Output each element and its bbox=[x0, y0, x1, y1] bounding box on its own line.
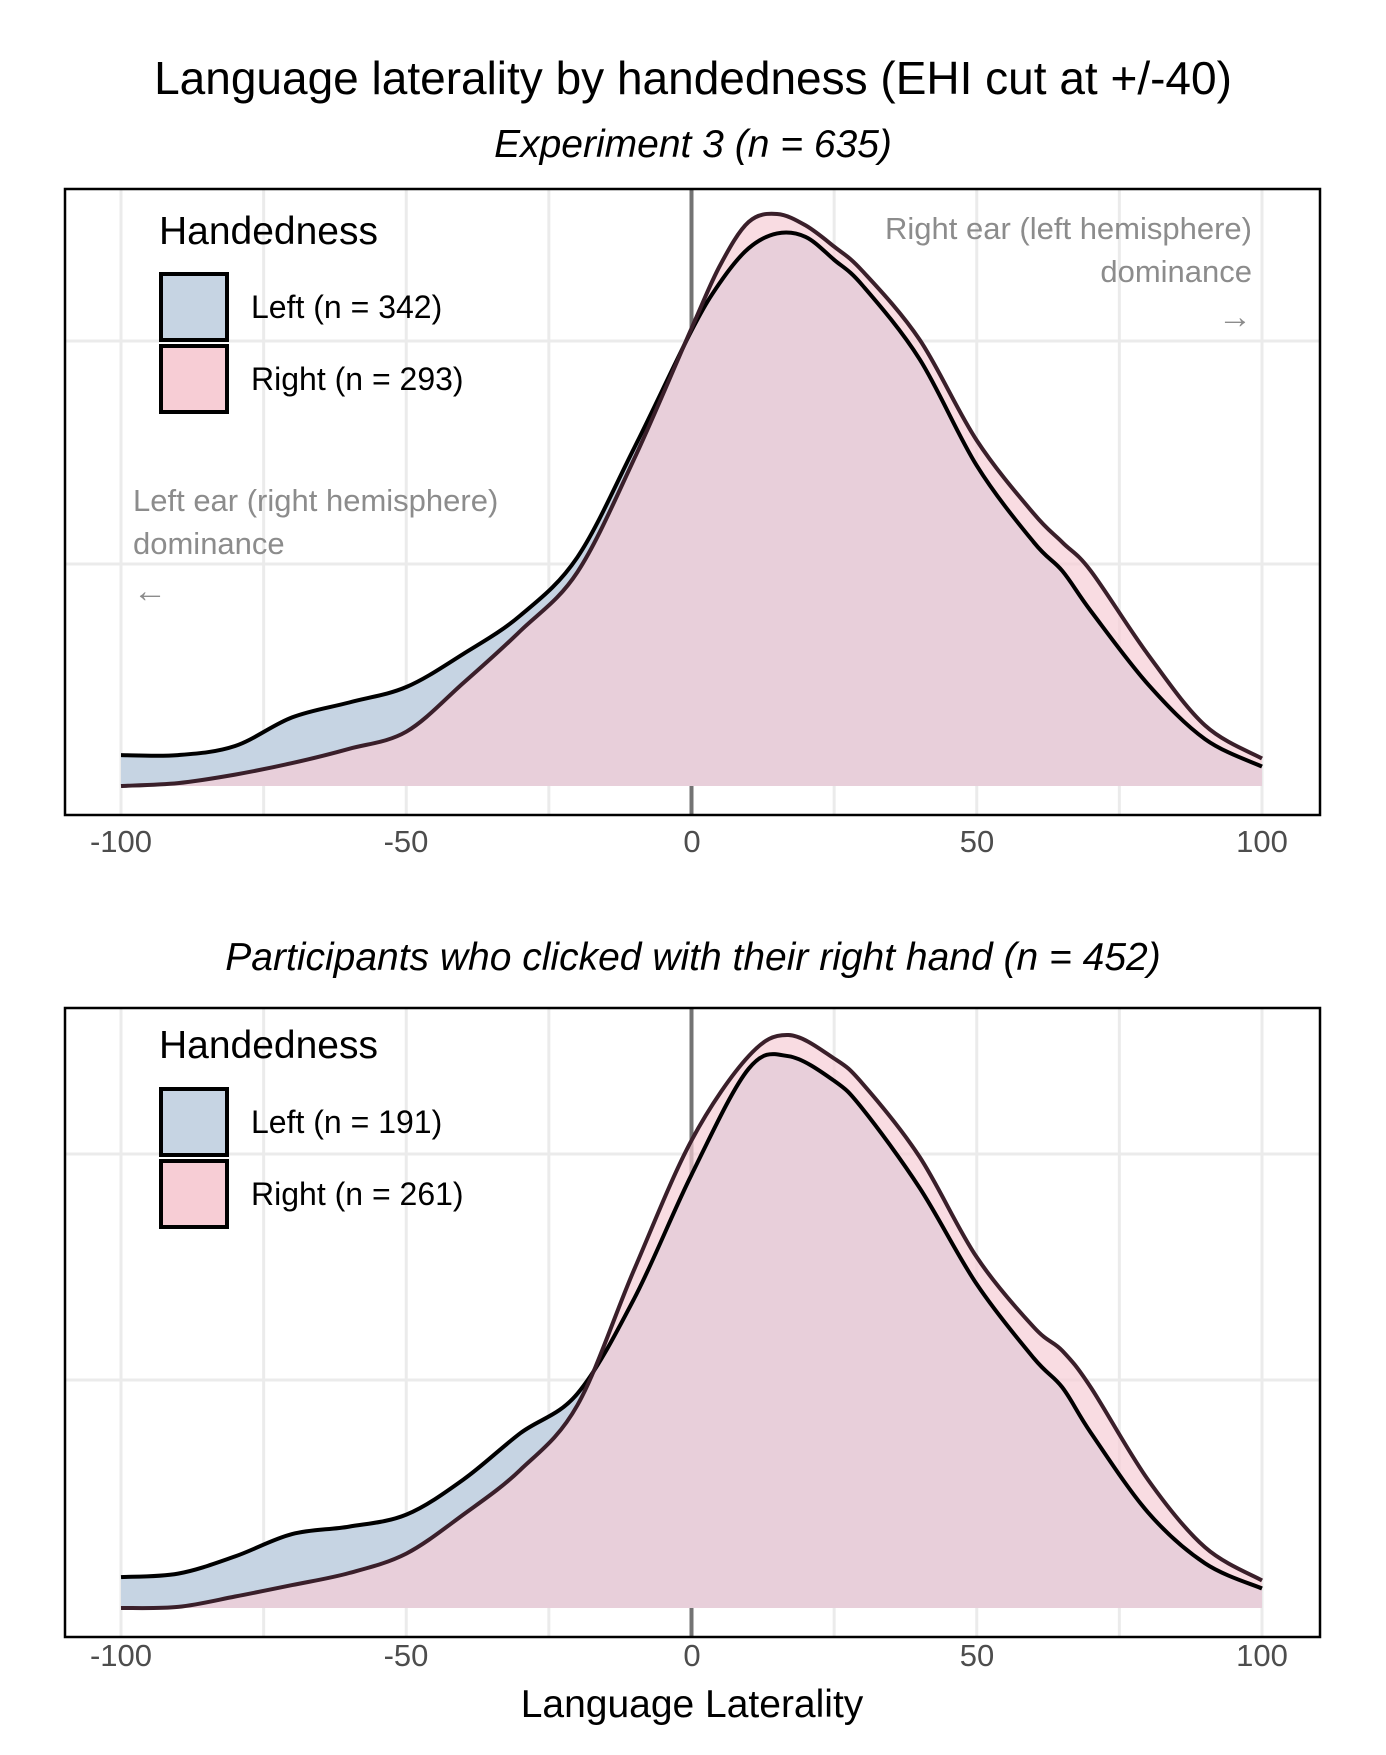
panel-right-hand-clickers: Participants who clicked with their righ… bbox=[63, 936, 1322, 1673]
x-tick-label: 50 bbox=[960, 1638, 994, 1673]
right-dominance-annotation-line-2: dominance bbox=[1100, 254, 1252, 289]
legend-label-right: Right (n = 261) bbox=[251, 1176, 464, 1212]
x-axis-title: Language Laterality bbox=[521, 1683, 864, 1726]
left-arrow-icon: ← bbox=[133, 572, 167, 610]
panel-2-legend: Handedness Left (n = 191) Right (n = 261… bbox=[159, 1024, 464, 1229]
density-line-left bbox=[120, 1052, 1263, 1591]
panel-1-legend: Handedness Left (n = 342) Right (n = 293… bbox=[159, 210, 464, 414]
x-tick-label: 0 bbox=[683, 1638, 700, 1673]
legend-swatch-right bbox=[159, 1159, 229, 1229]
right-dominance-annotation-line-1: Right ear (left hemisphere) bbox=[885, 211, 1252, 246]
panel-1-plot-area bbox=[63, 187, 1322, 817]
x-tick-label: -50 bbox=[384, 824, 429, 859]
panel-2-x-axis: -100 -50 0 50 100 bbox=[90, 1638, 1288, 1673]
legend-label-right: Right (n = 293) bbox=[251, 361, 464, 397]
right-arrow-icon: → bbox=[1218, 298, 1252, 336]
density-area-right bbox=[121, 213, 1262, 786]
chart-title: Language laterality by handedness (EHI c… bbox=[154, 52, 1232, 104]
density-line-right bbox=[120, 1032, 1264, 1611]
legend-title: Handedness bbox=[159, 1024, 378, 1067]
panel-border bbox=[63, 187, 1322, 817]
x-tick-label: -100 bbox=[90, 824, 152, 859]
panel-border bbox=[63, 1006, 1322, 1639]
legend-swatch-left bbox=[159, 1087, 229, 1157]
legend-label-left: Left (n = 342) bbox=[251, 289, 442, 325]
density-area-right bbox=[121, 1034, 1262, 1609]
x-tick-label: 100 bbox=[1236, 1638, 1288, 1673]
panel-1-x-axis: -100 -50 0 50 100 bbox=[90, 824, 1288, 859]
x-tick-label: 0 bbox=[683, 824, 700, 859]
x-tick-label: 50 bbox=[960, 824, 994, 859]
panel-1-subtitle: Experiment 3 (n = 635) bbox=[494, 123, 892, 166]
legend-label-left: Left (n = 191) bbox=[251, 1104, 442, 1140]
panel-1-annotations: Left ear (right hemisphere) dominance ← … bbox=[133, 211, 1252, 610]
left-dominance-annotation-line-2: dominance bbox=[133, 526, 285, 561]
panel-2-plot-area bbox=[63, 1006, 1322, 1639]
x-tick-label: -100 bbox=[90, 1638, 152, 1673]
panel-2-subtitle: Participants who clicked with their righ… bbox=[225, 936, 1160, 979]
x-tick-label: 100 bbox=[1236, 824, 1288, 859]
density-line-right bbox=[120, 211, 1264, 788]
left-dominance-annotation-line-1: Left ear (right hemisphere) bbox=[133, 483, 498, 518]
legend-swatch-right bbox=[159, 344, 229, 414]
legend-title: Handedness bbox=[159, 210, 378, 253]
legend-swatch-left bbox=[159, 272, 229, 342]
x-tick-label: -50 bbox=[384, 1638, 429, 1673]
density-line-left bbox=[120, 230, 1263, 769]
panel-experiment-3: Experiment 3 (n = 635) -100 -50 0 50 100… bbox=[63, 123, 1322, 859]
